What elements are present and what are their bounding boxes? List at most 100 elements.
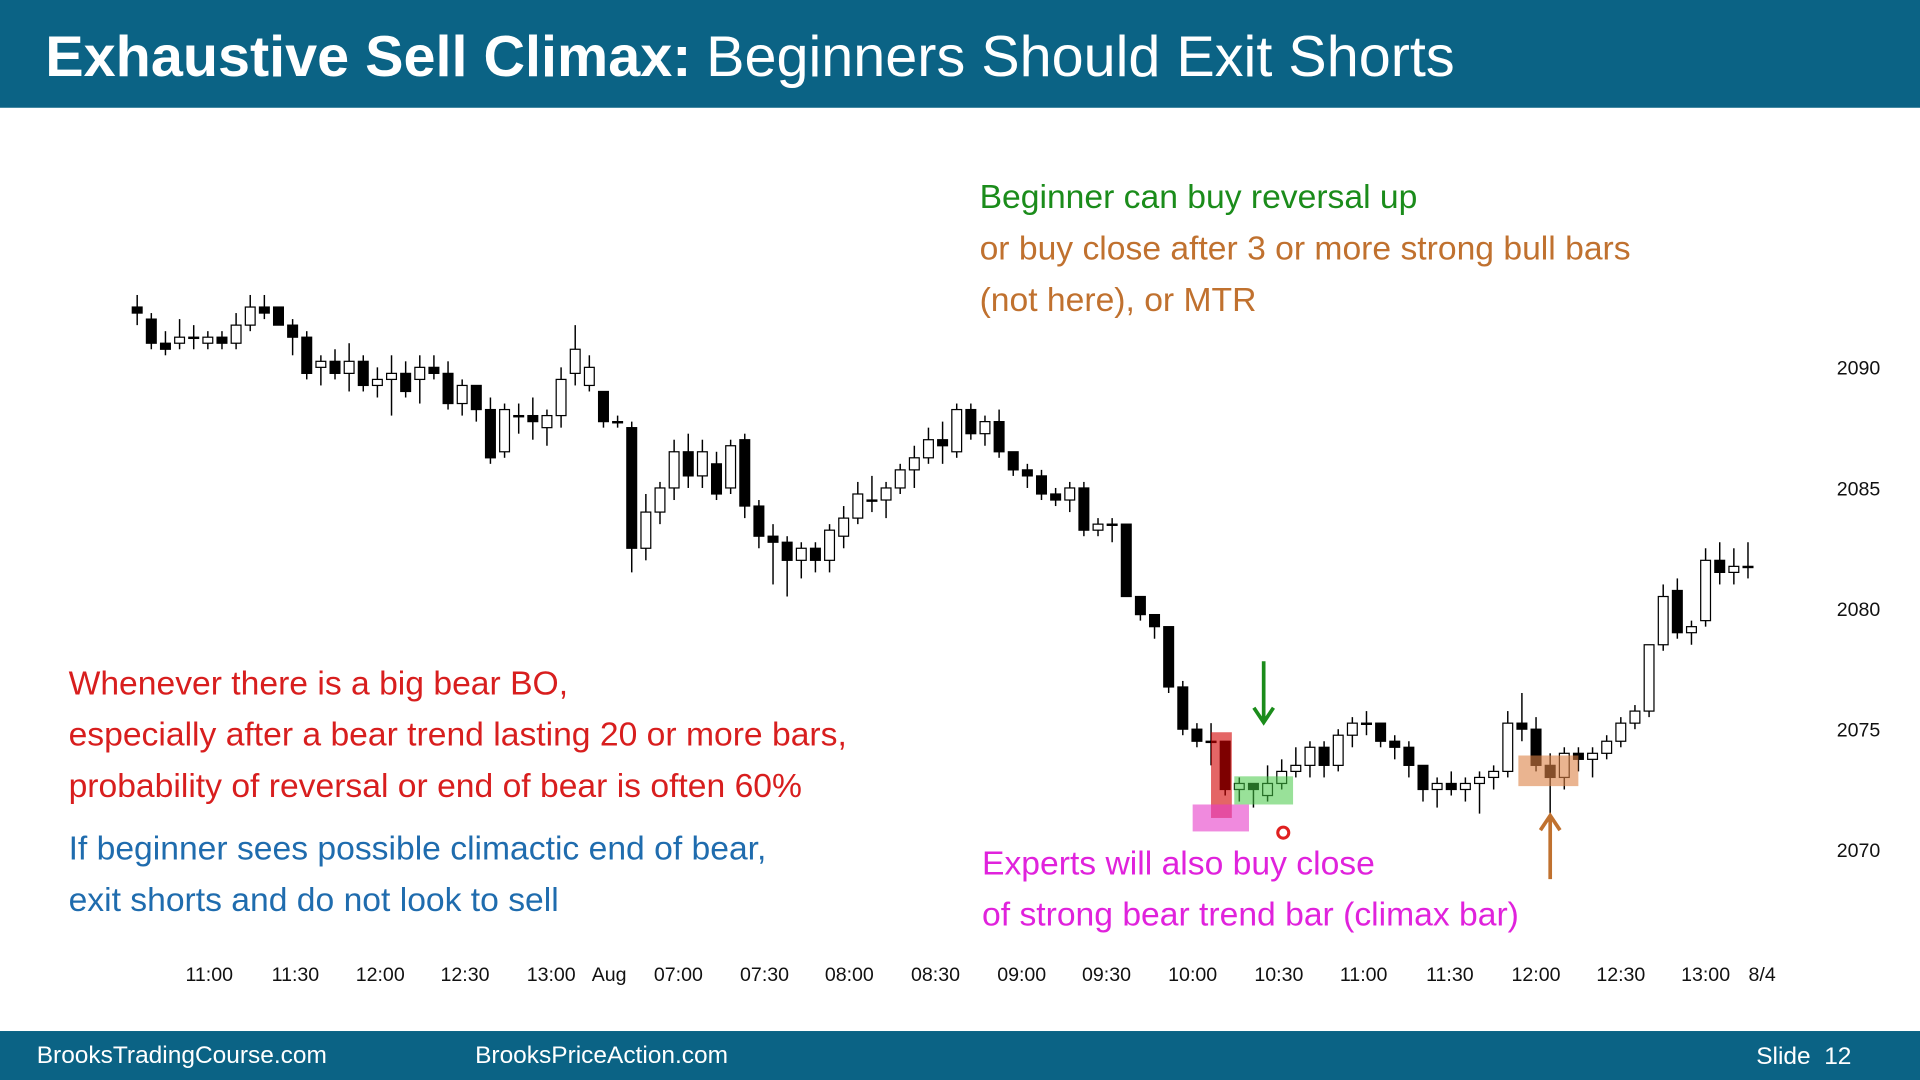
candle-body <box>159 342 171 350</box>
candle-body <box>428 366 440 374</box>
candle-body <box>725 445 737 489</box>
highlight-green <box>1234 776 1294 805</box>
candle-body <box>654 487 666 513</box>
candle-body <box>272 306 284 326</box>
y-tick-label: 2075 <box>1837 720 1881 742</box>
arrow-down <box>1252 661 1275 726</box>
candle-body <box>838 517 850 537</box>
highlight-red <box>1211 732 1232 818</box>
candle-body <box>343 360 355 374</box>
title-rest: Beginners Should Exit Shorts <box>706 25 1455 89</box>
candle-body <box>1389 740 1401 748</box>
arrow-up <box>1538 812 1562 880</box>
candle-body <box>1488 770 1500 779</box>
candle-body <box>555 378 567 417</box>
x-tick-label: 07:30 <box>740 964 789 986</box>
y-tick-label: 2080 <box>1837 599 1881 621</box>
candle-body <box>1332 734 1344 766</box>
candle-body <box>809 547 821 561</box>
x-tick-label: 11:30 <box>272 964 320 986</box>
candle-body <box>1615 722 1627 742</box>
candle-body <box>541 414 553 429</box>
x-tick-label: 08:30 <box>911 964 960 986</box>
header-bar <box>0 0 1920 108</box>
x-tick-label: 09:30 <box>1082 964 1131 986</box>
candle-body <box>400 372 412 393</box>
footer-left: BrooksTradingCourse.com <box>37 1042 327 1069</box>
candle-body <box>1742 565 1754 569</box>
candle-body <box>1601 740 1613 754</box>
candle-body <box>979 421 991 435</box>
annotation: especially after a bear trend lasting 20… <box>69 717 847 754</box>
candle-body <box>1714 559 1726 574</box>
candle-body <box>965 408 977 435</box>
candle-body <box>1417 764 1429 791</box>
highlight-orange <box>1518 755 1579 787</box>
candle-body <box>880 487 892 501</box>
candle-body <box>1163 626 1175 688</box>
candle-body <box>1671 589 1683 634</box>
candle-body <box>315 360 327 368</box>
candle-body <box>499 408 511 453</box>
y-tick-label: 2085 <box>1837 478 1881 500</box>
annotation: of strong bear trend bar (climax bar) <box>982 897 1519 934</box>
candle-body <box>696 451 708 477</box>
candle-body <box>1290 764 1302 773</box>
footer-middle: BrooksPriceAction.com <box>475 1042 728 1069</box>
candle-body <box>174 336 186 344</box>
footer-bar <box>0 1031 1920 1080</box>
candle-body <box>1728 565 1740 573</box>
candle-body <box>1459 782 1471 791</box>
x-tick-label: 07:00 <box>654 964 703 986</box>
x-tick-label: 11:30 <box>1426 964 1474 986</box>
candle-body <box>1346 722 1358 736</box>
candle-body <box>1120 523 1132 598</box>
candle-body <box>301 336 313 374</box>
candle-body <box>1403 746 1415 766</box>
candle-body <box>569 348 581 374</box>
candle-body <box>287 324 299 338</box>
candle-body <box>894 469 906 489</box>
candle-body <box>386 372 398 381</box>
candle-body <box>753 505 765 537</box>
candle-body <box>1502 722 1514 773</box>
candle-body <box>993 421 1005 453</box>
candle-body <box>244 306 256 326</box>
candle-body <box>1360 722 1372 725</box>
annotation: Whenever there is a big bear BO, <box>69 665 569 702</box>
candle-body <box>1445 782 1457 791</box>
candle-body <box>1474 776 1486 785</box>
x-tick-label: 13:00 <box>1681 964 1730 986</box>
slide-number: Slide 12 <box>1756 1043 1851 1070</box>
candle-body <box>484 408 496 459</box>
candle-body <box>527 414 539 423</box>
candle-body <box>951 408 963 453</box>
candle-body <box>1700 559 1712 622</box>
x-tick-label: 13:00 <box>527 964 576 986</box>
x-tick-label: 08:00 <box>825 964 874 986</box>
candle-body <box>1657 595 1669 646</box>
candle-body <box>612 421 624 424</box>
candle-body <box>922 439 934 459</box>
candle-body <box>258 306 270 314</box>
candle-body <box>1149 613 1161 628</box>
x-tick-label: 12:30 <box>441 964 490 986</box>
annotation: exit shorts and do not look to sell <box>69 882 559 919</box>
y-tick-label: 2070 <box>1837 840 1881 862</box>
annotation: Experts will also buy close <box>982 845 1375 882</box>
candle-body <box>131 306 143 314</box>
annotations: Beginner can buy reversal up or buy close… <box>69 179 1631 934</box>
candle-body <box>1587 752 1599 760</box>
x-tick-label: 11:00 <box>1340 964 1388 986</box>
candle-body <box>640 511 652 549</box>
candle-body <box>711 463 723 495</box>
x-tick-label: 12:00 <box>356 964 405 986</box>
marker-dot <box>1276 825 1291 840</box>
candle-body <box>1643 644 1655 712</box>
candle-body <box>1685 626 1697 634</box>
candle-body <box>682 451 694 477</box>
candle-body <box>1078 487 1090 531</box>
candle-body <box>1629 710 1641 724</box>
candle-body <box>1431 782 1443 791</box>
